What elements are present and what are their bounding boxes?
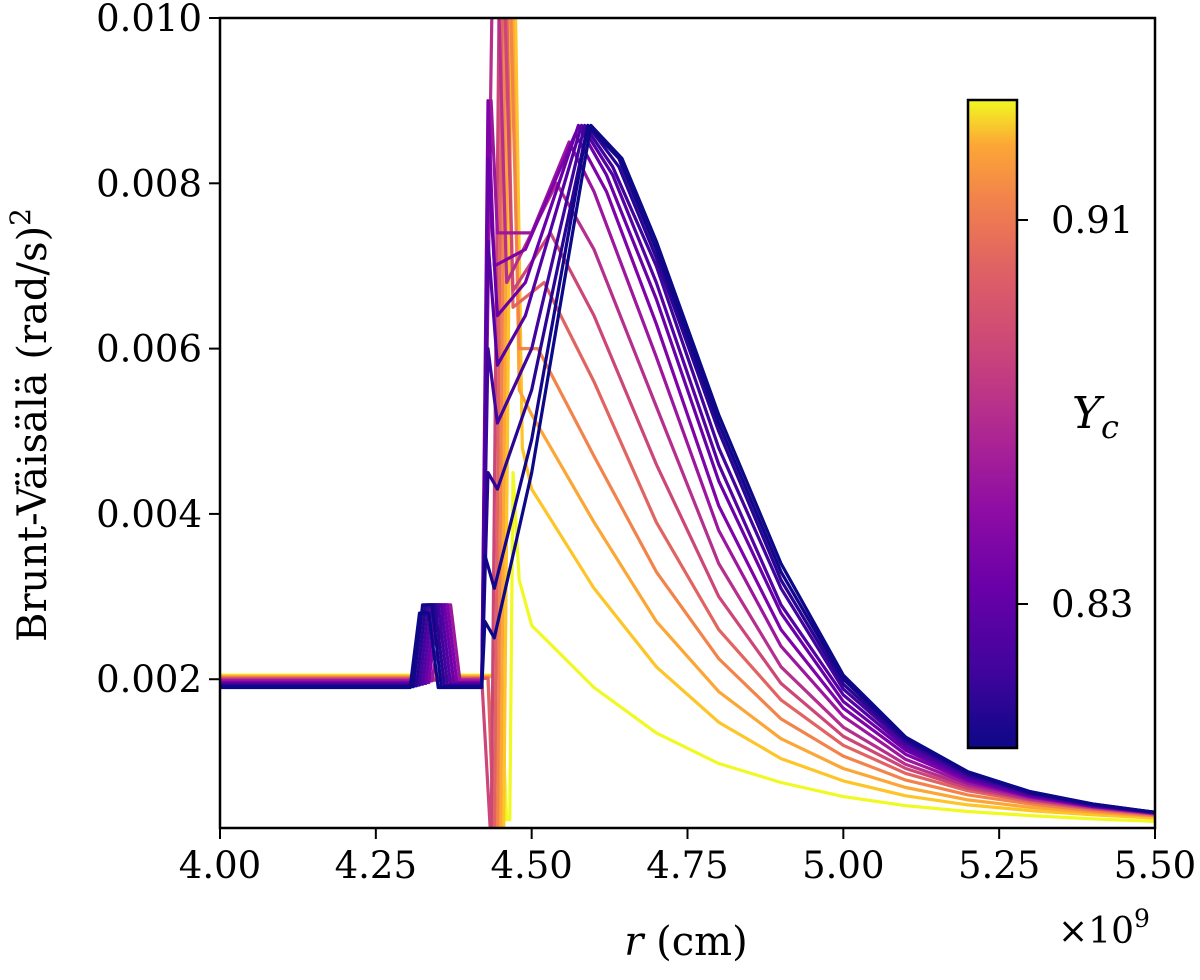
y-tick-label-4: 0.008 bbox=[96, 162, 202, 205]
series-line-15 bbox=[220, 123, 1155, 814]
x-tick-label-6: 5.25 bbox=[958, 844, 1040, 887]
y-tick-label-2: 0.004 bbox=[96, 493, 202, 536]
x-multiplier: ×109 bbox=[1058, 904, 1150, 952]
x-tick-label-2: 4.25 bbox=[335, 844, 417, 887]
series-layer bbox=[220, 18, 1155, 828]
series-line-5 bbox=[220, 18, 1155, 828]
y-tick-label-1: 0.002 bbox=[96, 658, 202, 701]
colorbar-tick-label-1: 0.83 bbox=[1051, 583, 1133, 626]
colorbar-gradient bbox=[966, 98, 1019, 750]
x-tick-label-7: 5.50 bbox=[1114, 844, 1196, 887]
colorbar-ticks: 0.83 0.91 bbox=[1017, 199, 1133, 626]
x-tick-label-3: 4.50 bbox=[490, 844, 572, 887]
series-line-1 bbox=[220, 471, 1155, 823]
x-tick-label-4: 4.75 bbox=[646, 844, 728, 887]
series-line-11 bbox=[220, 123, 1155, 814]
y-axis-label: Brunt-Väisälä (rad/s)2 bbox=[4, 208, 56, 642]
colorbar-label: Yc bbox=[1072, 388, 1119, 446]
series-line-4 bbox=[220, 18, 1155, 828]
x-axis: 4.00 4.25 4.50 4.75 5.00 5.25 5.50 bbox=[179, 828, 1196, 887]
colorbar: 0.83 0.91 Yc bbox=[966, 98, 1133, 750]
y-axis: 0.002 0.004 0.006 0.008 0.010 bbox=[96, 0, 220, 701]
series-line-10 bbox=[220, 123, 1155, 815]
series-line-13 bbox=[220, 123, 1155, 814]
x-axis-label: r (cm) bbox=[624, 919, 747, 965]
y-tick-label-5: 0.010 bbox=[96, 0, 202, 40]
x-tick-label-1: 4.00 bbox=[179, 844, 261, 887]
colorbar-tick-label-2: 0.91 bbox=[1051, 199, 1133, 242]
y-tick-label-3: 0.006 bbox=[96, 328, 202, 371]
x-tick-label-5: 5.00 bbox=[802, 844, 884, 887]
series-line-9 bbox=[220, 99, 1155, 815]
